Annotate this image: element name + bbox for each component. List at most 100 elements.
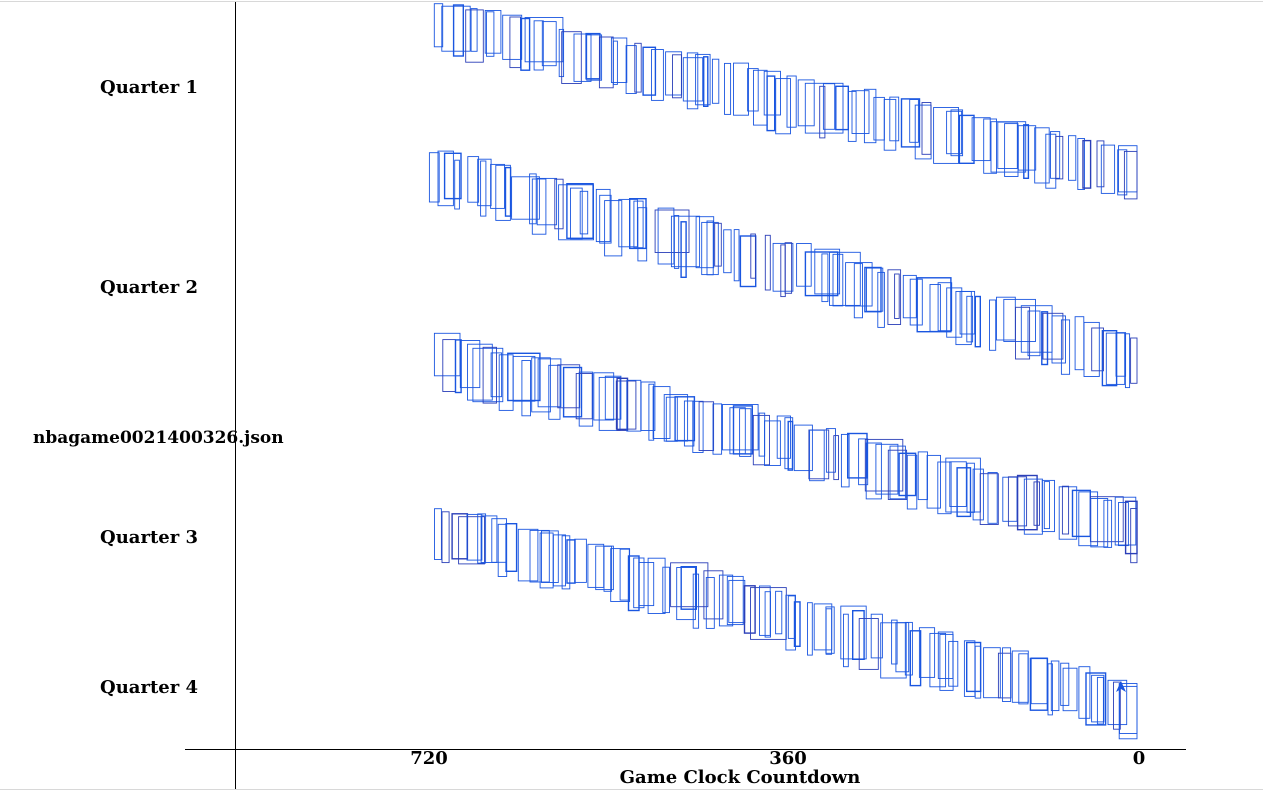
possession-box [750,587,787,640]
possession-box [705,577,715,629]
possession-box [728,579,746,624]
possession-box [829,251,861,306]
possession-box [863,88,877,144]
possession-box [509,16,521,69]
possession-box [683,400,695,447]
possession-box [845,262,873,307]
possession-box [524,17,564,63]
possession-box [578,371,594,427]
possession-box [575,373,593,420]
possession-box [983,647,1001,699]
possession-box [1096,676,1104,725]
possession-box [1090,498,1109,548]
possession-box [1117,149,1128,196]
possession-box [443,152,462,200]
possession-box [851,90,870,134]
possession-box [1041,311,1049,366]
possession-box [598,376,621,431]
possession-box [657,207,675,265]
possession-box [858,618,879,670]
possession-box [566,539,576,584]
possession-box [933,107,959,164]
quarter-3-possessions [433,332,1138,564]
possession-box [434,508,442,560]
possession-box [750,233,756,279]
possession-box [505,523,518,573]
possession-box [772,242,794,292]
possession-box [451,513,469,560]
possession-box [686,52,699,110]
possession-box [1041,479,1055,533]
possession-box [963,640,976,697]
possession-box [504,166,512,217]
possession-box [1100,144,1116,194]
possession-box [950,109,964,157]
possession-box [895,622,910,673]
possession-box [909,630,922,687]
possession-box [637,207,648,262]
possession-box [642,46,657,96]
possession-box [536,177,558,226]
possession-box [654,209,690,253]
possession-box [1002,476,1018,522]
possession-box [531,357,551,413]
possession-box [665,51,683,96]
possession-box [477,158,492,207]
possession-box [852,610,865,661]
possession-box [889,445,906,500]
possession-box [1017,125,1037,171]
quarter-3-label: Quarter 3 [100,527,198,548]
possession-box [619,548,630,601]
possession-box [825,428,836,473]
possession-box [937,461,952,515]
possession-box [459,340,481,389]
possession-box [918,627,936,678]
possession-box [733,62,749,116]
possession-box [825,608,833,655]
possession-box [877,271,885,328]
possession-box [585,32,601,80]
possession-box [743,585,756,634]
possession-box [983,118,997,174]
possession-box [490,163,505,209]
possession-box [599,194,612,244]
game-file-label: nbagame0021400326.json [33,428,284,448]
possession-box [729,407,746,455]
possession-box [1003,298,1036,342]
possession-boxes-layer [428,3,1138,740]
possession-box [819,85,826,139]
possession-box [821,253,829,303]
possession-box [1050,660,1060,712]
possession-box [1042,312,1064,360]
possession-box [1033,481,1040,526]
possession-box [946,110,963,155]
possession-box [647,557,666,614]
possession-box [604,200,623,257]
possession-box [997,121,1018,169]
possession-box [723,229,732,274]
possession-box [1060,662,1070,706]
possession-box [1105,332,1126,385]
possession-box [701,221,719,276]
possession-box [442,339,456,392]
possession-box [470,8,478,52]
possession-box [732,405,753,455]
possession-box [763,70,781,116]
possession-box [906,454,918,510]
possession-box [480,160,487,217]
possession-box [833,435,839,481]
possession-box [648,383,655,441]
possession-box [633,557,645,609]
possession-box [548,364,561,420]
possession-box [477,513,487,564]
possession-box [1074,316,1085,371]
possession-box [926,454,941,509]
possession-box [714,222,722,267]
possession-box [615,380,637,430]
possession-box [1027,310,1041,357]
possession-box [937,282,953,332]
possession-box [1043,481,1050,530]
x-tick-720: 720 [410,748,448,769]
possession-box [703,570,724,620]
